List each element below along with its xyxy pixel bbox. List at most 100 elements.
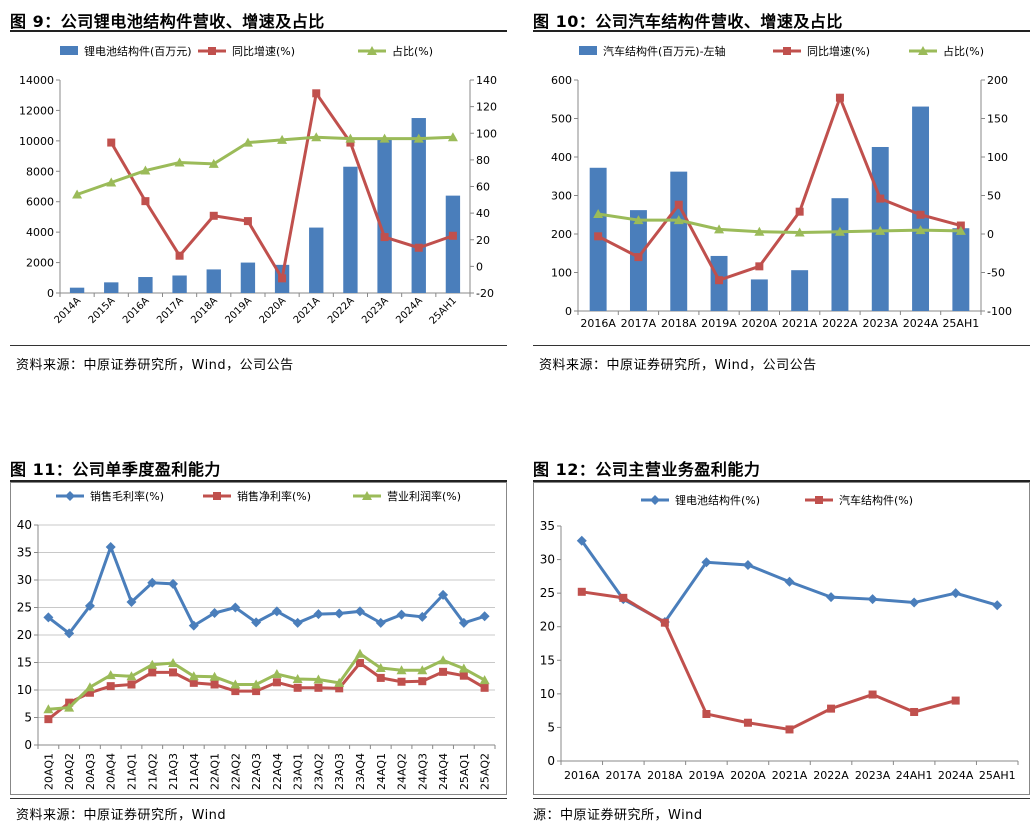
x-tick-label: 2024A <box>903 317 939 330</box>
data-point <box>715 276 724 285</box>
y-tick-label: 35 <box>540 519 555 533</box>
x-tick-label: 2023A <box>855 769 891 782</box>
chart-svg: 销售毛利率(%) 销售净利率(%) 营业利润率(%) 0 5 10 15 20 25 30 35 40… <box>10 482 507 795</box>
y-tick-label-right: 80 <box>476 154 490 167</box>
y-tick-label: 15 <box>17 656 32 670</box>
chart-source: 资料来源：中原证券研究所，Wind <box>16 808 227 823</box>
chart-legend: 锂电池结构件(%) 汽车结构件(%) <box>641 493 913 507</box>
title-divider <box>533 30 1030 32</box>
x-tick-label: 20AQ4 <box>105 753 118 790</box>
data-point <box>714 224 725 234</box>
y-tick-label: 5 <box>547 720 555 734</box>
data-point <box>252 687 261 696</box>
series-line <box>47 661 486 721</box>
data-point <box>867 594 878 605</box>
data-point <box>345 133 356 143</box>
x-tick-label: 2022A <box>326 295 357 326</box>
data-point <box>43 704 54 714</box>
legend-marker <box>362 491 372 500</box>
data-point <box>876 194 885 203</box>
data-point <box>634 253 643 262</box>
y-tick-label-right: 60 <box>476 181 490 194</box>
legend-label: 锂电池结构件(%) <box>675 493 760 507</box>
data-point <box>271 669 282 679</box>
legend-marker <box>783 47 791 55</box>
source-divider <box>533 798 1030 799</box>
chart-title: 图 10：公司汽车结构件营收、增速及占比 <box>533 12 843 31</box>
data-point <box>169 668 178 677</box>
data-point <box>175 251 184 260</box>
legend-label: 营业利润率(%) <box>387 489 461 503</box>
x-tick-label: 2023A <box>862 317 898 330</box>
x-tick-label: 23AQ2 <box>312 753 325 790</box>
data-point <box>188 671 199 681</box>
data-point <box>278 274 287 283</box>
x-tick-label: 2021A <box>292 295 323 326</box>
legend-marker <box>208 47 216 55</box>
data-point <box>43 612 54 623</box>
data-point <box>147 577 158 588</box>
data-point <box>827 704 836 713</box>
y-tick-label-left: 300 <box>551 190 572 203</box>
data-point <box>251 617 262 628</box>
chart-panel-10: 图 10：公司汽车结构件营收、增速及占比 汽车结构件(百万元)-左轴 同比增速(%… <box>533 0 1030 380</box>
bar <box>104 282 119 293</box>
x-tick-label: 25AH1 <box>979 769 1016 782</box>
series-line <box>597 93 962 283</box>
x-tick-label: 24AQ3 <box>416 753 429 790</box>
chart-title: 图 9：公司锂电池结构件营收、增速及占比 <box>10 12 325 31</box>
data-point <box>314 683 323 692</box>
y-tick-label-right: 0 <box>476 260 483 273</box>
y-tick-label-right: -50 <box>987 267 1005 280</box>
bar <box>206 269 221 293</box>
chart-source: 源：中原证券研究所，Wind <box>533 808 703 823</box>
x-tick-label: 2024A <box>938 769 974 782</box>
data-point <box>147 659 158 669</box>
y-tick-label: 30 <box>540 553 555 567</box>
y-tick-label-left: 600 <box>551 74 572 87</box>
chart-panel-11: 图 11：公司单季度盈利能力 销售毛利率(%) 销售净利率(%) 营业利润率(%) 0… <box>10 452 507 829</box>
bar <box>952 228 970 311</box>
data-point <box>243 217 252 226</box>
chart-frame <box>10 482 507 795</box>
y-tick-label: 30 <box>17 573 32 587</box>
data-point <box>950 588 961 599</box>
series-line <box>76 135 453 196</box>
data-point <box>868 690 877 699</box>
legend-label: 占比(%) <box>392 44 433 58</box>
data-point <box>479 611 490 622</box>
bar <box>445 195 461 293</box>
y-tick-label-left: 14000 <box>19 74 54 87</box>
legend-marker <box>367 46 377 55</box>
y-tick-label-right: 0 <box>987 228 994 241</box>
data-point <box>755 262 764 271</box>
data-point <box>313 609 324 620</box>
chart-panel-12: 图 12：公司主营业务盈利能力 锂电池结构件(%) 汽车结构件(%) 0 5 10 15 2… <box>533 452 1030 829</box>
bar <box>138 277 153 293</box>
data-point <box>313 674 324 684</box>
data-point <box>396 609 407 620</box>
y-tick-label: 0 <box>24 738 32 752</box>
bar <box>343 166 358 293</box>
title-divider <box>10 30 507 32</box>
data-point <box>141 197 150 206</box>
data-point <box>910 707 919 716</box>
x-tick-label: 2017A <box>606 769 642 782</box>
y-tick-label: 35 <box>17 546 32 560</box>
data-point <box>208 158 219 168</box>
data-point <box>795 207 804 216</box>
data-point <box>105 670 116 680</box>
data-point <box>417 611 428 622</box>
data-point <box>951 696 960 705</box>
series-line <box>48 651 486 711</box>
y-tick-label: 0 <box>547 754 555 768</box>
legend-label: 占比(%) <box>943 44 984 58</box>
y-tick-label-left: 8000 <box>26 165 54 178</box>
x-tick-label: 21AQ4 <box>188 753 201 790</box>
chart-svg: 汽车结构件(百万元)-左轴 同比增速(%) 占比(%) 0 100 200 300 400 50… <box>551 44 1012 330</box>
data-point <box>230 602 241 613</box>
data-point <box>380 233 389 242</box>
x-tick-label: 24AH1 <box>896 769 933 782</box>
x-tick-label: 21AQ1 <box>125 753 138 790</box>
bar <box>750 279 768 311</box>
